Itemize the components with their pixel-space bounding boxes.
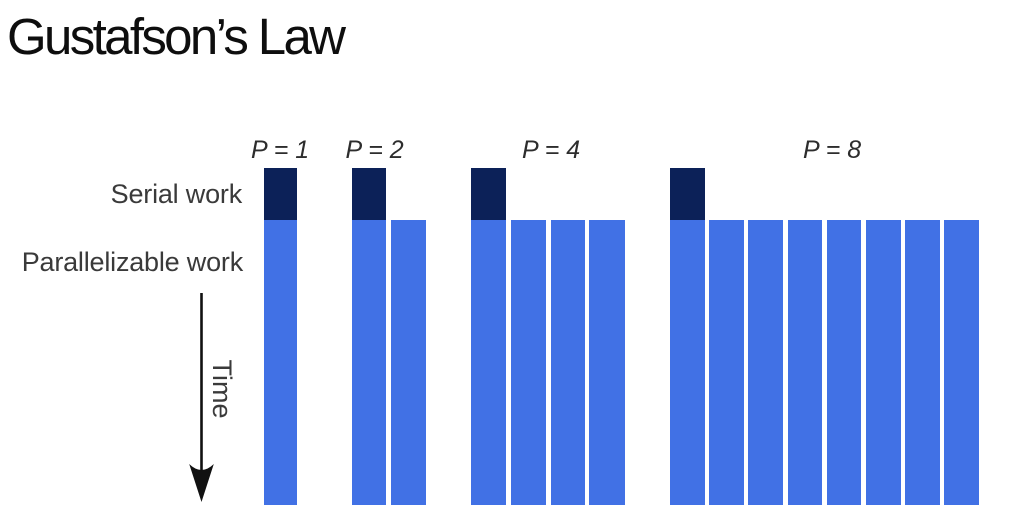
svg-text:Time: Time bbox=[207, 360, 237, 419]
